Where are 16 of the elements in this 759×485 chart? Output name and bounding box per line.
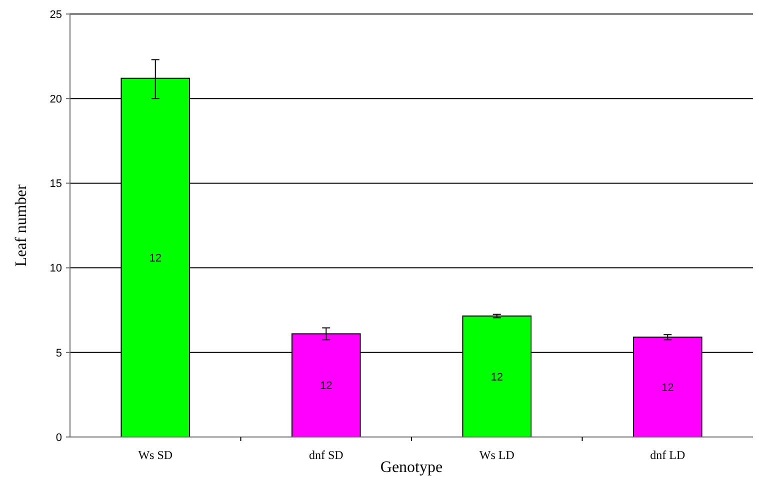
x-tick-label: dnf SD <box>308 448 344 462</box>
y-tick-label: 25 <box>50 8 62 21</box>
x-axis-title: Genotype <box>380 459 443 476</box>
annotation: 12 <box>490 371 503 384</box>
y-tick-label: 5 <box>56 347 62 360</box>
annotation: 12 <box>320 380 332 392</box>
y-axis-title: Leaf number <box>13 184 30 267</box>
y-tick-label: 0 <box>56 432 62 444</box>
y-tick-label: 10 <box>50 262 62 275</box>
y-tick-label: 15 <box>50 178 62 190</box>
y-tick-label: 20 <box>50 93 62 106</box>
x-tick-label: Ws LD <box>479 448 515 462</box>
annotation: 12 <box>662 382 674 394</box>
annotation: 12 <box>149 252 162 264</box>
x-tick-label: dnf LD <box>650 448 686 462</box>
x-tick-label: Ws SD <box>138 448 173 462</box>
